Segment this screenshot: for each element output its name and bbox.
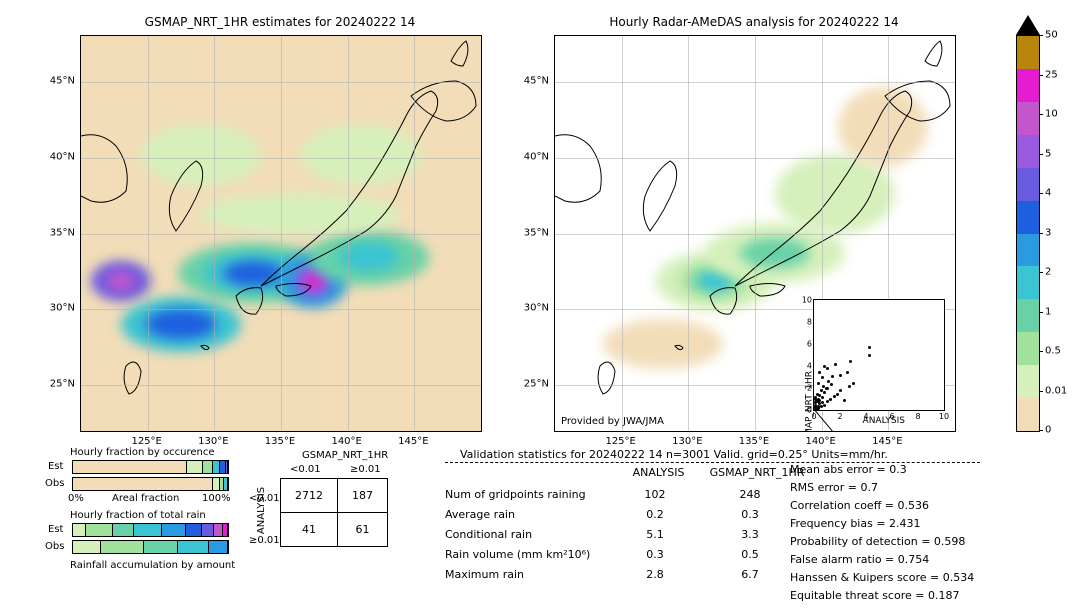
scatter-xtick: 8 <box>915 412 920 421</box>
colorbar-tick: 50 <box>1045 30 1058 41</box>
validation-metric: Mean abs error = 0.3 <box>790 463 907 476</box>
bar-label-est2: Est <box>48 524 63 535</box>
bar-occurrence-est <box>72 460 229 474</box>
validation-metric: Hanssen & Kuipers score = 0.534 <box>790 571 974 584</box>
scatter-xtick: 0 <box>811 412 816 421</box>
validation-row: Num of gridpoints raining102248 <box>445 488 805 501</box>
bar-occurrence-obs <box>72 477 229 491</box>
contingency-cell-11: 61 <box>338 513 388 547</box>
contingency-row-lt: <0.01 <box>249 493 280 504</box>
map-left-title: GSMAP_NRT_1HR estimates for 20240222 14 <box>80 15 480 29</box>
validation-row: Rain volume (mm km²10⁶)0.30.5 <box>445 548 805 561</box>
colorbar-tick: 0.01 <box>1045 385 1067 396</box>
validation-row: Average rain0.20.3 <box>445 508 805 521</box>
lat-tick: 30°N <box>40 303 75 314</box>
colorbar-tick: 0 <box>1045 425 1051 436</box>
lon-tick: 135°E <box>265 436 295 447</box>
bar-total-est <box>72 523 229 537</box>
validation-metric: Equitable threat score = 0.187 <box>790 589 959 602</box>
contingency-cell-00: 2712 <box>281 479 338 513</box>
bars-title-occurrence: Hourly fraction by occurence <box>70 447 214 458</box>
scatter-xtick: 10 <box>939 412 949 421</box>
lon-tick: 125°E <box>605 436 635 447</box>
map-radar: Provided by JWA/JMA ANALYSIS GSMAP_NRT_1… <box>554 35 956 432</box>
precip-blob <box>304 273 322 289</box>
colorbar-tick: 3 <box>1045 227 1051 238</box>
map-gsmap <box>80 35 482 432</box>
provided-by: Provided by JWA/JMA <box>561 416 664 427</box>
lon-tick: 140°E <box>805 436 835 447</box>
lon-tick: 125°E <box>131 436 161 447</box>
lon-tick: 130°E <box>198 436 228 447</box>
validation-col1-head: ANALYSIS <box>619 466 699 479</box>
bar-label-obs2: Obs <box>45 541 64 552</box>
lon-tick: 130°E <box>672 436 702 447</box>
lat-tick: 45°N <box>514 75 549 86</box>
scatter-xlabel: ANALYSIS <box>863 416 905 426</box>
validation-metric: Frequency bias = 2.431 <box>790 517 921 530</box>
validation-row: Maximum rain2.86.7 <box>445 568 805 581</box>
validation-metric: Probability of detection = 0.598 <box>790 535 965 548</box>
contingency-table: 2712 187 41 61 <box>280 478 388 547</box>
colorbar-tick: 25 <box>1045 69 1058 80</box>
validation-row: Conditional rain5.13.3 <box>445 528 805 541</box>
colorbar-arrow <box>1016 15 1040 35</box>
lon-tick: 140°E <box>331 436 361 447</box>
colorbar-tick: 4 <box>1045 188 1051 199</box>
scatter-ytick: 0 <box>800 406 812 415</box>
bar-xlabel-mid: Areal fraction <box>112 493 179 504</box>
map-right-title: Hourly Radar-AMeDAS analysis for 2024022… <box>554 15 954 29</box>
lon-tick: 145°E <box>398 436 428 447</box>
scatter-xtick: 4 <box>863 412 868 421</box>
scatter-ytick: 2 <box>800 384 812 393</box>
lat-tick: 40°N <box>514 151 549 162</box>
colorbar-tick: 1 <box>1045 306 1051 317</box>
lat-tick: 40°N <box>40 151 75 162</box>
lat-tick: 45°N <box>40 75 75 86</box>
contingency-col-header: GSMAP_NRT_1HR <box>302 450 388 461</box>
bars-title-total: Hourly fraction of total rain <box>70 510 206 521</box>
precip-blob <box>141 125 261 185</box>
scatter-ytick: 10 <box>800 296 812 305</box>
contingency-col-lt: <0.01 <box>290 464 321 475</box>
bar-xlabel-100: 100% <box>202 493 231 504</box>
lon-tick: 145°E <box>872 436 902 447</box>
scatter-ylabel: GSMAP_NRT_1HR <box>805 371 815 432</box>
bar-xlabel-0: 0% <box>68 493 84 504</box>
contingency-cell-01: 187 <box>338 479 388 513</box>
precip-blob <box>223 261 283 286</box>
colorbar-tick: 5 <box>1045 148 1051 159</box>
lat-tick: 30°N <box>514 303 549 314</box>
colorbar-tick: 0.5 <box>1045 346 1061 357</box>
precip-blob <box>838 87 928 167</box>
validation-metric: False alarm ratio = 0.754 <box>790 553 929 566</box>
bar-label-obs1: Obs <box>45 478 64 489</box>
validation-title: Validation statistics for 20240222 14 n=… <box>460 448 888 461</box>
colorbar: 00.010.512345102550 <box>1016 35 1040 432</box>
lat-tick: 35°N <box>40 227 75 238</box>
scatter-ytick: 6 <box>800 340 812 349</box>
lat-tick: 25°N <box>40 379 75 390</box>
validation-metric: RMS error = 0.7 <box>790 481 878 494</box>
contingency-cell-10: 41 <box>281 513 338 547</box>
scatter-ytick: 4 <box>800 362 812 371</box>
precip-blob <box>301 125 421 185</box>
scatter-xtick: 2 <box>837 412 842 421</box>
precip-blob <box>201 194 401 234</box>
lat-tick: 25°N <box>514 379 549 390</box>
bars-title-accum: Rainfall accumulation by amount <box>70 560 235 571</box>
lon-tick: 135°E <box>739 436 769 447</box>
colorbar-tick: 2 <box>1045 267 1051 278</box>
scatter-inset <box>813 299 945 411</box>
bar-total-obs <box>72 540 229 554</box>
lat-tick: 35°N <box>514 227 549 238</box>
validation-metric: Correlation coeff = 0.536 <box>790 499 929 512</box>
colorbar-tick: 10 <box>1045 109 1058 120</box>
scatter-xtick: 6 <box>889 412 894 421</box>
scatter-ytick: 8 <box>800 318 812 327</box>
bar-label-est1: Est <box>48 461 63 472</box>
precip-blob <box>106 271 136 291</box>
contingency-row-ge: ≥0.01 <box>249 535 280 546</box>
contingency-col-ge: ≥0.01 <box>350 464 381 475</box>
